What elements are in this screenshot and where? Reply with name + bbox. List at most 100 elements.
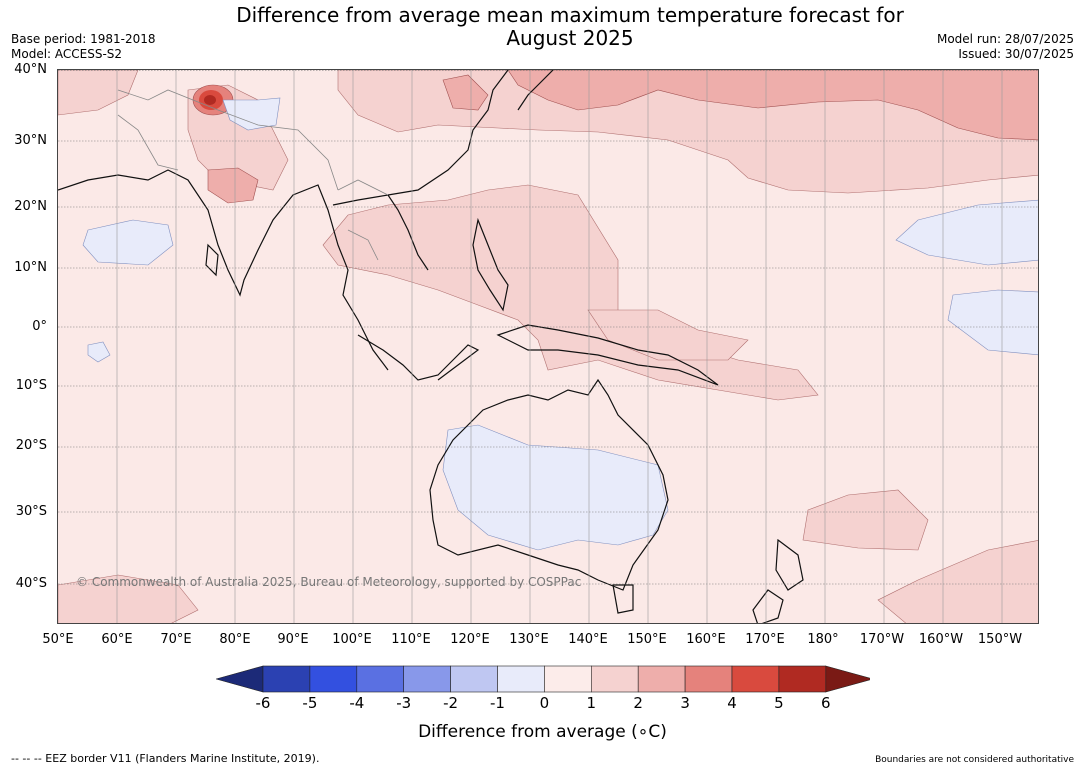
lon-label: 70°E	[160, 632, 192, 647]
lat-label: 0°	[32, 319, 47, 334]
lat-label: 10°S	[15, 378, 47, 393]
colorbar-extend-high	[825, 665, 870, 693]
anomaly-neg-regions	[82, 97, 1038, 551]
colorbar-tick-label: 3	[680, 694, 690, 712]
colorbar-swatch	[356, 665, 405, 693]
lon-label: 130°E	[509, 632, 549, 647]
meta-right: Model run: 28/07/2025 Issued: 30/07/2025	[937, 32, 1074, 62]
sri-lanka-coastline	[205, 243, 219, 277]
lon-label: 180°	[807, 632, 839, 647]
lon-label: 80°E	[219, 632, 251, 647]
lon-label: 150°W	[977, 632, 1023, 647]
southwest-warm-region	[58, 574, 199, 623]
lon-label: 150°E	[627, 632, 667, 647]
colorbar-swatch	[544, 665, 592, 693]
copyright-notice: © Commonwealth of Australia 2025, Bureau…	[76, 575, 582, 589]
arabian-sea-cool-region	[82, 219, 174, 266]
colorbar-swatch	[309, 665, 358, 693]
north-pacific-cool-region	[895, 199, 1038, 266]
lat-label: 20°N	[14, 199, 47, 214]
south-asia-coastline	[58, 169, 389, 371]
colorbar-extend-low	[216, 665, 264, 693]
colorbar-tick-label: 4	[727, 694, 737, 712]
colorbar-tick-label: 1	[586, 694, 597, 712]
colorbar-tick-label: 0	[539, 694, 550, 712]
lon-label: 160°W	[918, 632, 964, 647]
lat-label: 20°S	[15, 438, 47, 453]
central-india-hot-region	[207, 167, 259, 204]
indian-ocean-cool-spot	[87, 341, 111, 363]
colorbar-tick-label: -5	[302, 694, 318, 712]
colorbar-swatch	[403, 665, 451, 693]
lon-label: 120°E	[450, 632, 490, 647]
australia-coastline	[429, 378, 669, 591]
colorbar-tick-label: -1	[490, 694, 505, 712]
maritime-continent-warm-region	[322, 184, 819, 401]
issued-date: Issued: 30/07/2025	[958, 47, 1074, 61]
colorbar-swatch	[684, 665, 733, 693]
title-line-1: Difference from average mean maximum tem…	[236, 3, 904, 27]
coastlines	[58, 70, 804, 623]
indonesia-coastline	[357, 334, 480, 381]
northwest-pacific-hot-region	[507, 70, 1038, 141]
country-borders	[117, 89, 389, 261]
colorbar-tick-label: -4	[349, 694, 365, 712]
colorbar-swatch	[262, 665, 311, 693]
colorbar-tick-label: -3	[396, 694, 412, 712]
colorbar-tick-label: -2	[443, 694, 459, 712]
indochina-coastline	[332, 194, 429, 271]
new-zealand-north-coastline	[775, 538, 804, 591]
colorbar-swatch	[731, 665, 780, 693]
lon-label: 110°E	[391, 632, 431, 647]
lon-label: 50°E	[42, 632, 74, 647]
anomaly-2-3-regions	[207, 70, 1038, 204]
china-coastline	[387, 70, 509, 196]
west-asia-warm-region	[58, 70, 139, 116]
lat-label: 40°S	[15, 576, 47, 591]
lon-gridlines	[116, 70, 1003, 623]
colorbar-swatch	[778, 665, 827, 693]
colorbar-tick-label: -6	[255, 694, 271, 712]
lon-label: 90°E	[277, 632, 309, 647]
colorbar-swatch	[590, 665, 639, 693]
lon-label: 140°E	[568, 632, 608, 647]
australia-cool-region	[442, 424, 669, 551]
south-pacific-warm-region	[802, 489, 929, 551]
east-china-hot-region	[442, 74, 489, 111]
lon-label: 100°E	[332, 632, 372, 647]
colorbar	[216, 665, 870, 693]
map-title: Difference from average mean maximum tem…	[200, 4, 940, 50]
title-line-2: August 2025	[506, 26, 634, 50]
lon-label: 170°E	[745, 632, 785, 647]
model-run: Model run: 28/07/2025	[936, 32, 1074, 46]
colorbar-tick-label: 5	[774, 694, 784, 712]
meta-left: Base period: 1981-2018 Model: ACCESS-S2	[11, 32, 156, 62]
lon-label: 60°E	[101, 632, 133, 647]
lat-label: 40°N	[14, 62, 47, 77]
new-zealand-south-coastline	[752, 589, 784, 623]
colorbar-tick-label: 6	[821, 694, 831, 712]
eez-note: -- -- -- EEZ border V11 (Flanders Marine…	[11, 752, 320, 765]
colorbar-swatch	[497, 665, 545, 693]
korea-japan-coastline	[517, 70, 554, 111]
new-guinea-coastline	[496, 324, 719, 386]
southeast-warm-region	[877, 540, 1038, 623]
colorbar-tick-label: 2	[633, 694, 643, 712]
disclaimer: Boundaries are not considered authoritat…	[875, 755, 1074, 765]
lon-label: 170°W	[859, 632, 905, 647]
colorbar-swatch	[637, 665, 686, 693]
colorbar-swatch	[450, 665, 498, 693]
anomaly-map	[58, 70, 1038, 623]
colorbar-title: Difference from average (∘C)	[418, 722, 667, 742]
philippines-coastline	[472, 217, 509, 312]
map-panel[interactable]	[57, 69, 1039, 624]
tibet-cool-region	[222, 97, 281, 131]
tasmania-coastline	[612, 584, 634, 614]
colorbar-swatches	[216, 665, 870, 693]
east-pacific-cool-region	[947, 289, 1038, 356]
base-period: Base period: 1981-2018	[11, 32, 156, 46]
lat-label: 30°N	[14, 133, 47, 148]
model-name: Model: ACCESS-S2	[11, 47, 123, 61]
lon-label: 160°E	[686, 632, 726, 647]
lat-label: 30°S	[15, 504, 47, 519]
